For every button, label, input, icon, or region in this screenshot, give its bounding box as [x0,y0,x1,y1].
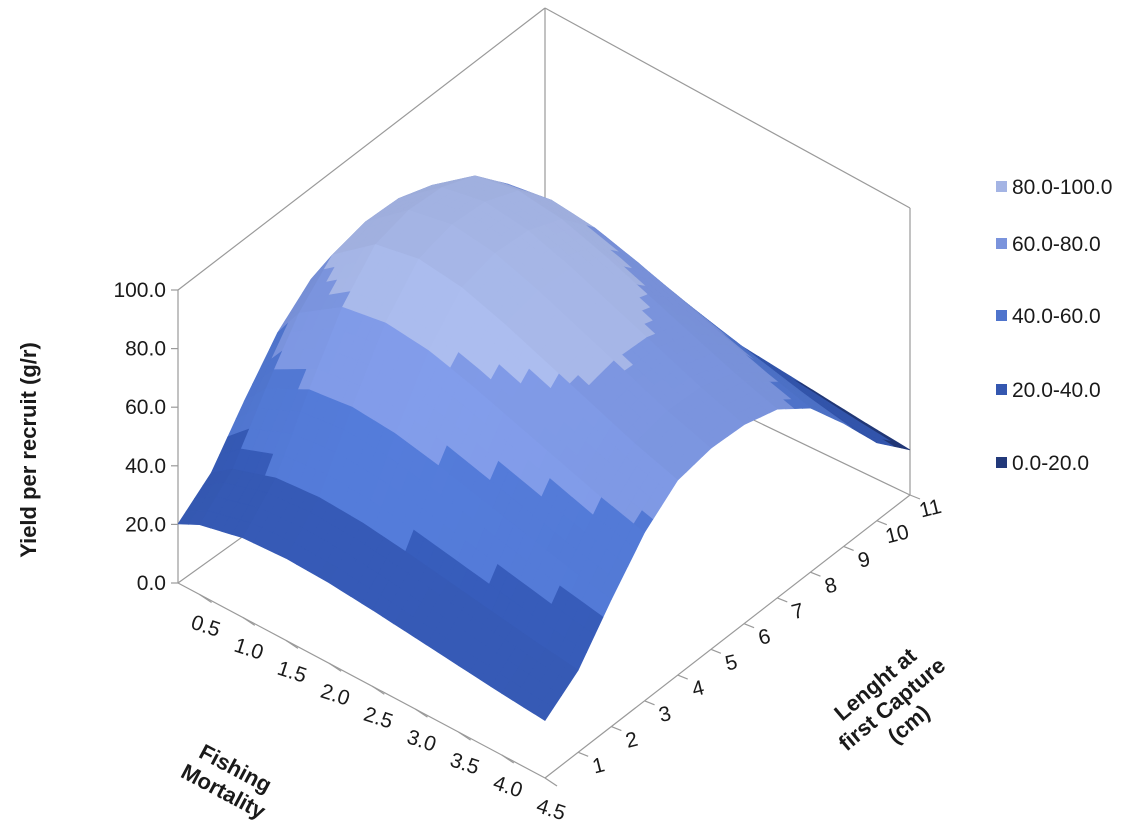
y-tick-mark [843,545,854,552]
legend: 80.0-100.0 60.0-80.0 40.0-60.0 20.0-40.0… [996,176,1112,475]
x-tick-mark [544,777,558,787]
x-tick-label: 4.5 [534,794,569,825]
y-tick-mark [777,597,788,603]
y-tick-mark [644,700,655,706]
x-tick-label: 4.0 [490,771,525,802]
y-tick-mark [577,751,589,757]
z-tick-label: 80.0 [125,338,166,361]
x-tick-mark [328,662,342,672]
legend-swatch [996,457,1007,468]
legend-label: 20.0-40.0 [1012,379,1101,402]
z-tick-label: 0.0 [137,572,166,595]
x-tick-label: 1.5 [275,657,310,688]
legend-label: 60.0-80.0 [1012,233,1101,256]
z-tick-label: 60.0 [125,396,166,419]
y-tick-label: 7 [789,599,806,624]
x-tick-label: 2.5 [361,703,396,734]
x-tick-mark [371,685,385,695]
y-axis-title: Lenght at first Capture (cm) [829,642,950,755]
legend-label: 40.0-60.0 [1012,305,1101,328]
x-axis-title: Fishing Mortality [177,739,276,824]
surface-patch [533,700,554,722]
y-tick-label: 5 [723,650,740,675]
z-axis-ticks: 0.0 20.0 40.0 60.0 80.0 100.0 [113,279,178,595]
back-wall-edge-top-left [177,7,546,291]
legend-swatch [996,310,1007,321]
y-tick-label: 4 [690,676,707,701]
x-tick-mark [242,616,256,626]
y-tick-mark [743,623,755,629]
y-tick-mark [677,674,688,680]
z-tick-label: 20.0 [125,513,166,536]
legend-item: 40.0-60.0 [996,305,1101,328]
yield-surface [177,175,911,722]
legend-swatch [996,238,1007,249]
x-tick-mark [285,639,299,649]
x-tick-label: 2.0 [318,680,353,711]
x-axis-line [177,582,546,779]
y-tick-label: 1 [590,753,607,778]
z-axis-title: Yield per recruit (g/r) [16,342,41,558]
z-tick-label: 100.0 [113,279,166,302]
y-tick-label: 10 [883,520,911,548]
legend-item: 0.0-20.0 [996,452,1089,475]
y-tick-mark [710,648,722,654]
y-tick-label: 9 [856,548,873,573]
y-tick-label: 8 [822,573,839,598]
x-tick-mark [501,754,515,764]
y-tick-mark [876,520,888,526]
legend-label: 80.0-100.0 [1012,176,1112,199]
y-tick-label: 11 [917,495,944,523]
y-tick-label: 2 [623,728,640,753]
y-tick-mark [810,571,821,577]
y-axis-line [544,494,911,779]
legend-label: 0.0-20.0 [1012,452,1089,475]
legend-item: 60.0-80.0 [996,233,1101,256]
z-tick-label: 40.0 [125,455,166,478]
back-wall-edge-top-right [544,7,911,209]
y-tick-mark [909,494,921,500]
x-tick-label: 3.0 [404,726,439,757]
y-tick-mark [611,725,622,732]
legend-swatch [996,384,1007,395]
y-tick-label: 3 [657,702,674,727]
legend-swatch [996,181,1007,192]
y-tick-label: 6 [756,625,773,650]
x-tick-label: 0.5 [188,611,223,642]
x-tick-mark [458,731,471,741]
legend-item: 80.0-100.0 [996,176,1112,199]
x-tick-label: 3.5 [447,748,482,779]
x-tick-label: 1.0 [231,634,266,665]
legend-item: 20.0-40.0 [996,379,1101,402]
x-tick-mark [199,593,212,603]
x-tick-mark [415,708,428,718]
